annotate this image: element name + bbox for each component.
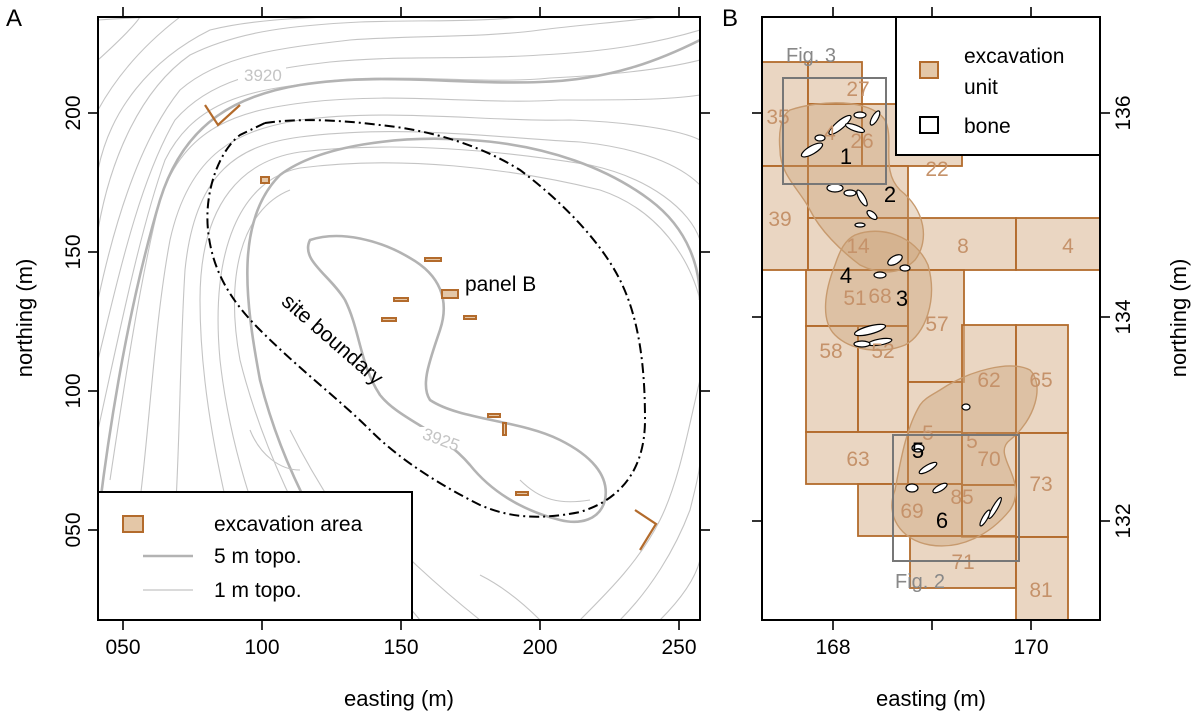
cluster-label: 2: [884, 182, 896, 207]
x-tick-200: 200: [522, 636, 557, 659]
unit-label: 65: [1029, 369, 1052, 392]
cluster-labels: 1 2 3 4 5 6: [840, 144, 948, 533]
unit-label: 22: [925, 158, 948, 181]
unit-label: 70: [977, 448, 1000, 471]
x-tick-168: 168: [815, 636, 850, 659]
unit-label: 26: [850, 130, 873, 153]
unit-label: 57: [925, 313, 948, 336]
legend-excavation-swatch: [122, 515, 144, 533]
panel-a-frame: [97, 16, 701, 621]
unit-label: 81: [1029, 579, 1052, 602]
unit-label: 52: [871, 340, 894, 363]
unit-label: 71: [951, 551, 974, 574]
y-tick-134: 134: [1112, 299, 1135, 334]
unit-label: 27: [846, 78, 869, 101]
panel-b-x-axis: 168 170 easting (m): [815, 7, 1049, 711]
cluster-label: 3: [896, 286, 908, 311]
x-tick-250: 250: [661, 636, 696, 659]
site-boundary-label: site boundary: [277, 290, 388, 390]
fig3-label: Fig. 3: [786, 45, 836, 67]
panel-a-x-axis: 050 100 150 200 250 easting (m): [105, 7, 697, 711]
cluster-label: 5: [912, 438, 924, 463]
panel-b-label: B: [722, 5, 738, 32]
excavation-areas: [204, 104, 658, 551]
unit-label: 85: [950, 486, 973, 509]
legend-unit-swatch: [919, 61, 939, 79]
unit-label: 8: [957, 235, 969, 258]
y-axis-label: northing (m): [12, 259, 37, 378]
unit-label: 5: [966, 430, 978, 453]
legend-bone: bone: [964, 115, 1011, 138]
legend-topo5: 5 m topo.: [214, 545, 302, 568]
topography: 3920 3925: [98, 17, 700, 620]
y-tick-100: 100: [62, 373, 85, 408]
unit-label: 58: [819, 340, 842, 363]
panel-a-y-axis: 050 100 150 200 northing (m): [12, 95, 710, 548]
y-tick-136: 136: [1112, 95, 1135, 130]
x-axis-label-b: easting (m): [876, 686, 986, 711]
x-tick-050: 050: [105, 636, 140, 659]
panel-b: B: [722, 5, 1191, 711]
y-tick-200: 200: [62, 95, 85, 130]
panel-b-legend: excavation unit bone: [895, 16, 1101, 156]
cluster-label: 6: [936, 508, 948, 533]
unit-label: 62: [977, 369, 1000, 392]
y-tick-050: 050: [62, 512, 85, 547]
y-axis-label-b: northing (m): [1166, 259, 1191, 378]
x-tick-100: 100: [244, 636, 279, 659]
unit-label: 68: [868, 285, 891, 308]
cluster-label: 1: [840, 144, 852, 169]
y-tick-150: 150: [62, 234, 85, 269]
panel-b-label: panel B: [465, 273, 536, 296]
panel-a-label: A: [6, 5, 22, 32]
unit-label: 63: [846, 448, 869, 471]
contour-label-3920: 3920: [244, 66, 282, 85]
unit-labels: 27 35 4 26 22 39 14 8 4 51 68 57 58 52 6…: [766, 78, 1074, 602]
fig2-box: [892, 434, 1020, 562]
panel-b-y-axis: 132 134 136 northing (m): [752, 95, 1191, 539]
x-axis-label: easting (m): [344, 686, 454, 711]
unit-label: 14: [846, 235, 870, 258]
legend-topo1: 1 m topo.: [214, 579, 302, 602]
panel-b-frame: [761, 16, 1101, 621]
unit-label: 4: [1062, 235, 1074, 258]
panel-a: A: [6, 5, 710, 711]
x-tick-170: 170: [1013, 636, 1048, 659]
site-boundary: [206, 119, 647, 518]
unit-label: 73: [1029, 473, 1052, 496]
panel-a-legend: excavation area 5 m topo. 1 m topo.: [97, 491, 413, 621]
unit-label: 39: [768, 208, 791, 231]
x-tick-150: 150: [383, 636, 418, 659]
fig3-box: [782, 77, 887, 185]
legend-excavation-unit-line1: excavation: [964, 45, 1064, 68]
legend-bone-swatch: [919, 116, 939, 134]
legend-excavation-unit-line2: unit: [964, 76, 998, 99]
bone-outlines: [800, 110, 1002, 527]
unit-label: 69: [900, 500, 923, 523]
legend-excavation-area: excavation area: [214, 513, 363, 536]
y-tick-132: 132: [1112, 503, 1135, 538]
unit-label: 51: [843, 287, 866, 310]
unit-label: 5: [922, 422, 934, 445]
unit-label: 4: [824, 122, 836, 145]
fig2-label: Fig. 2: [895, 571, 945, 593]
cluster-label: 4: [840, 263, 852, 288]
unit-label: 35: [766, 106, 789, 129]
